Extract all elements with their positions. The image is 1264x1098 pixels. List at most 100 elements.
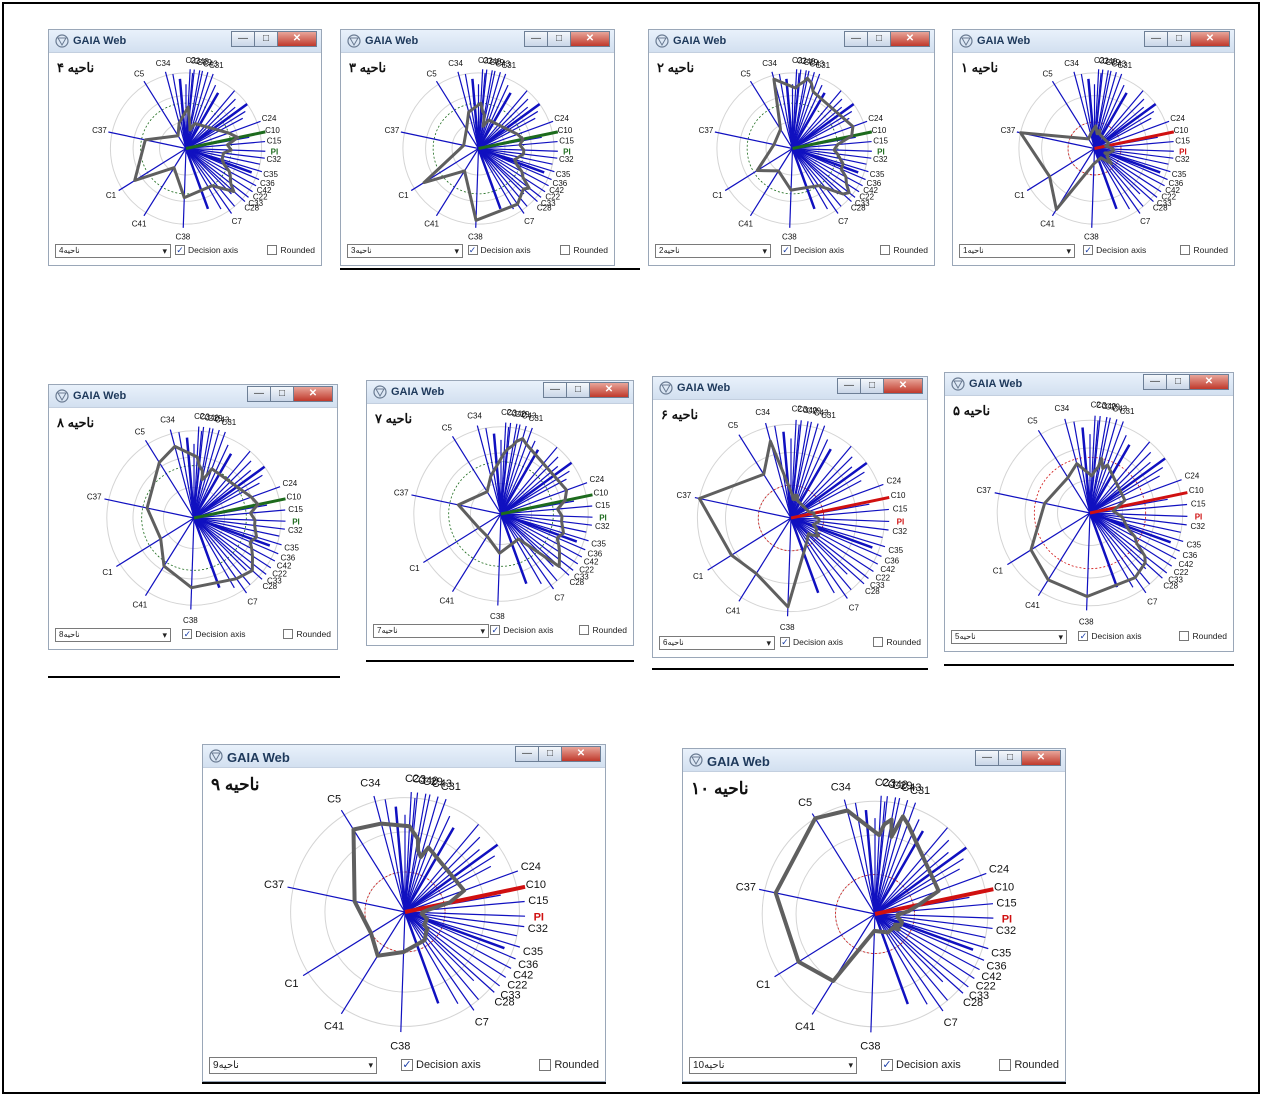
- minimize-button[interactable]: —: [975, 750, 999, 766]
- criterion-axis: [500, 422, 512, 515]
- criterion-axis: [874, 913, 969, 988]
- window-titlebar[interactable]: GAIA Web — □ ✕: [49, 30, 321, 53]
- checkbox-box[interactable]: [880, 245, 891, 255]
- decision-axis-checkbox[interactable]: ✓ Decision axis: [401, 1059, 481, 1071]
- maximize-button[interactable]: □: [547, 31, 571, 47]
- check-icon[interactable]: ✓: [1078, 631, 1089, 641]
- minimize-button[interactable]: —: [247, 386, 271, 402]
- rounded-checkbox[interactable]: Rounded: [560, 245, 608, 255]
- axis-label: C38: [780, 623, 795, 632]
- maximize-button[interactable]: □: [860, 378, 884, 394]
- decision-axis-checkbox[interactable]: ✓ Decision axis: [881, 1059, 961, 1071]
- minimize-button[interactable]: —: [1143, 374, 1167, 390]
- maximize-button[interactable]: □: [1167, 31, 1191, 47]
- decision-circle: [757, 484, 825, 552]
- maximize-button[interactable]: □: [538, 746, 562, 762]
- close-button[interactable]: ✕: [589, 382, 629, 398]
- grid-circle: [106, 430, 282, 606]
- check-icon[interactable]: ✓: [781, 245, 792, 255]
- maximize-button[interactable]: □: [254, 31, 278, 47]
- window-titlebar[interactable]: GAIA Web — □ ✕: [49, 385, 337, 408]
- check-icon[interactable]: ✓: [467, 245, 478, 255]
- region-dropdown[interactable]: ناحیه7: [373, 624, 489, 638]
- rounded-checkbox[interactable]: Rounded: [539, 1059, 599, 1071]
- checkbox-box[interactable]: [539, 1059, 552, 1071]
- minimize-button[interactable]: —: [844, 31, 868, 47]
- checkbox-box[interactable]: [267, 245, 278, 255]
- check-icon[interactable]: ✓: [401, 1059, 413, 1071]
- rounded-checkbox[interactable]: Rounded: [283, 629, 331, 639]
- check-icon[interactable]: ✓: [175, 245, 186, 255]
- decision-axis-checkbox[interactable]: ✓ Decision axis: [781, 245, 844, 255]
- decision-axis-checkbox[interactable]: ✓ Decision axis: [779, 637, 843, 647]
- decision-axis-checkbox[interactable]: ✓ Decision axis: [1078, 631, 1141, 641]
- window-titlebar[interactable]: GAIA Web — □ ✕: [341, 30, 614, 53]
- minimize-button[interactable]: —: [1144, 31, 1168, 47]
- window-titlebar[interactable]: GAIA Web — □ ✕: [653, 377, 927, 400]
- checkbox-box[interactable]: [1180, 245, 1191, 255]
- rounded-checkbox[interactable]: Rounded: [267, 245, 315, 255]
- minimize-button[interactable]: —: [515, 746, 539, 762]
- window-titlebar[interactable]: GAIA Web — □ ✕: [683, 749, 1065, 772]
- rounded-checkbox[interactable]: Rounded: [579, 625, 627, 635]
- close-button[interactable]: ✕: [1190, 31, 1230, 47]
- rounded-checkbox[interactable]: Rounded: [880, 245, 928, 255]
- axis-label: C37: [699, 126, 714, 135]
- region-dropdown[interactable]: ناحیه10: [689, 1057, 857, 1074]
- decision-axis-checkbox[interactable]: ✓ Decision axis: [175, 245, 238, 255]
- window-titlebar[interactable]: GAIA Web — □ ✕: [203, 745, 605, 768]
- rounded-checkbox[interactable]: Rounded: [873, 637, 921, 647]
- close-button[interactable]: ✕: [1189, 374, 1229, 390]
- close-button[interactable]: ✕: [561, 746, 601, 762]
- close-button[interactable]: ✕: [1021, 750, 1061, 766]
- window-titlebar[interactable]: GAIA Web — □ ✕: [367, 381, 633, 404]
- maximize-button[interactable]: □: [998, 750, 1022, 766]
- maximize-button[interactable]: □: [566, 382, 590, 398]
- check-icon[interactable]: ✓: [182, 629, 193, 639]
- check-icon[interactable]: ✓: [779, 637, 790, 647]
- minimize-button[interactable]: —: [837, 378, 861, 394]
- decision-axis-checkbox[interactable]: ✓ Decision axis: [467, 245, 531, 255]
- close-button[interactable]: ✕: [570, 31, 610, 47]
- checkbox-box[interactable]: [283, 629, 294, 639]
- region-dropdown[interactable]: ناحیه3: [347, 244, 463, 258]
- region-dropdown[interactable]: ناحیه1: [959, 244, 1075, 258]
- region-dropdown[interactable]: ناحیه9: [209, 1057, 377, 1074]
- checkbox-box[interactable]: [999, 1059, 1012, 1071]
- checkbox-box[interactable]: [560, 245, 571, 255]
- minimize-button[interactable]: —: [524, 31, 548, 47]
- window-titlebar[interactable]: GAIA Web — □ ✕: [953, 30, 1234, 53]
- region-title: ناحیه ۸: [57, 415, 95, 430]
- close-button[interactable]: ✕: [293, 386, 333, 402]
- rounded-checkbox[interactable]: Rounded: [1180, 245, 1228, 255]
- maximize-button[interactable]: □: [1166, 374, 1190, 390]
- region-dropdown[interactable]: ناحیه6: [659, 636, 775, 650]
- region-dropdown[interactable]: ناحیه2: [655, 244, 771, 258]
- check-icon[interactable]: ✓: [490, 625, 501, 635]
- minimize-button[interactable]: —: [543, 382, 567, 398]
- close-button[interactable]: ✕: [883, 378, 923, 394]
- decision-axis-checkbox[interactable]: ✓ Decision axis: [182, 629, 245, 639]
- region-dropdown[interactable]: ناحیه4: [55, 244, 171, 258]
- decision-axis-checkbox[interactable]: ✓ Decision axis: [1083, 245, 1146, 255]
- region-dropdown[interactable]: ناحیه8: [55, 628, 171, 642]
- criterion-axis: [1089, 503, 1188, 514]
- close-button[interactable]: ✕: [277, 31, 317, 47]
- checkbox-box[interactable]: [1179, 631, 1190, 641]
- decision-axis-checkbox[interactable]: ✓ Decision axis: [490, 625, 553, 635]
- check-icon[interactable]: ✓: [1083, 245, 1094, 255]
- checkbox-box[interactable]: [579, 625, 590, 635]
- window-titlebar[interactable]: GAIA Web — □ ✕: [945, 373, 1233, 396]
- maximize-button[interactable]: □: [867, 31, 891, 47]
- check-icon[interactable]: ✓: [881, 1059, 893, 1071]
- close-button[interactable]: ✕: [890, 31, 930, 47]
- checkbox-box[interactable]: [873, 637, 884, 647]
- rounded-checkbox[interactable]: Rounded: [999, 1059, 1059, 1071]
- rounded-checkbox[interactable]: Rounded: [1179, 631, 1227, 641]
- window-titlebar[interactable]: GAIA Web — □ ✕: [649, 30, 934, 53]
- criterion-axis: [500, 513, 587, 533]
- maximize-button[interactable]: □: [270, 386, 294, 402]
- minimize-button[interactable]: —: [231, 31, 255, 47]
- axis-label: C10: [265, 126, 280, 135]
- region-dropdown[interactable]: ناحیه5: [951, 630, 1067, 644]
